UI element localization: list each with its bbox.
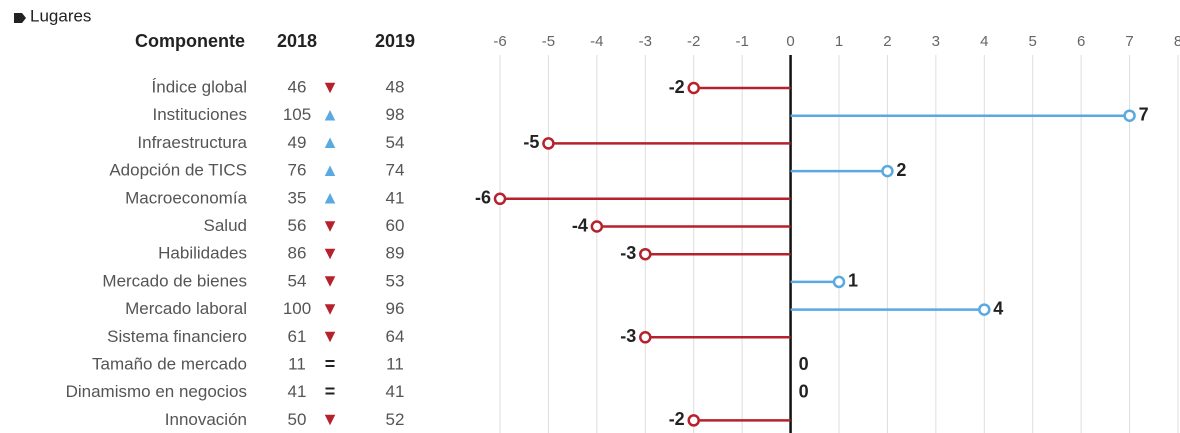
bullet-icon <box>14 13 26 23</box>
data-label: -5 <box>523 132 539 152</box>
value-2018: 105 <box>283 105 311 124</box>
value-2019: 64 <box>386 327 405 346</box>
x-tick-label: -4 <box>590 33 603 50</box>
value-2018: 35 <box>288 188 307 207</box>
x-tick-label: -2 <box>687 33 700 50</box>
value-2018: 56 <box>288 216 307 235</box>
value-2019: 41 <box>386 188 405 207</box>
row-label: Instituciones <box>153 105 248 124</box>
data-label: -4 <box>572 215 588 235</box>
column-header: 2019 <box>375 31 415 51</box>
value-2018: 50 <box>288 410 307 429</box>
row-label: Sistema financiero <box>107 327 247 346</box>
x-tick-label: 3 <box>932 33 940 50</box>
trend-symbol: ▼ <box>321 326 339 346</box>
row-label: Mercado laboral <box>125 299 247 318</box>
trend-symbol: ▲ <box>321 104 339 124</box>
row-label: Macroeconomía <box>125 188 247 207</box>
value-2019: 60 <box>386 216 405 235</box>
trend-symbol: ▼ <box>321 243 339 263</box>
data-label: 0 <box>799 354 809 374</box>
lollipop-dot <box>687 81 700 95</box>
lollipop-dot <box>1123 109 1136 122</box>
row-label: Dinamismo en negocios <box>66 382 247 401</box>
value-2018: 54 <box>288 271 307 290</box>
value-2018: 61 <box>288 327 307 346</box>
data-label: -6 <box>475 188 491 208</box>
x-tick-label: 7 <box>1125 33 1133 50</box>
row-label: Salud <box>204 216 247 235</box>
column-header: Componente <box>135 31 245 51</box>
trend-symbol: ▲ <box>321 132 339 152</box>
value-2018: 100 <box>283 299 311 318</box>
lollipop-dot <box>493 192 507 206</box>
lollipop-dot <box>832 275 846 289</box>
trend-symbol: ▼ <box>321 298 339 318</box>
trend-symbol: ▲ <box>321 160 339 180</box>
data-label: 4 <box>993 298 1003 318</box>
value-2018: 11 <box>288 354 306 373</box>
subtitle: Lugares <box>30 6 91 25</box>
row-label: Índice global <box>152 77 247 96</box>
row-label: Infraestructura <box>137 133 247 152</box>
trend-symbol: ▼ <box>321 77 339 97</box>
value-2018: 76 <box>288 161 307 180</box>
value-2019: 74 <box>386 161 405 180</box>
x-tick-label: 1 <box>835 33 843 50</box>
x-tick-label: 0 <box>786 33 794 50</box>
value-2019: 11 <box>386 354 404 373</box>
data-label: -2 <box>669 409 685 429</box>
data-label: -3 <box>620 326 636 346</box>
row-label: Mercado de bienes <box>102 271 247 290</box>
row-label: Tamaño de mercado <box>92 354 247 373</box>
x-tick-label: 2 <box>883 33 891 50</box>
row-label: Innovación <box>165 410 247 429</box>
value-2019: 41 <box>386 382 405 401</box>
lollipop-dot <box>881 164 894 178</box>
x-tick-label: -5 <box>542 33 555 50</box>
data-label: -2 <box>669 77 685 97</box>
data-label: 0 <box>799 381 809 401</box>
data-label: 1 <box>848 271 858 291</box>
value-2019: 98 <box>386 105 405 124</box>
value-2019: 52 <box>386 410 405 429</box>
value-2018: 46 <box>288 77 307 96</box>
value-2018: 41 <box>288 382 307 401</box>
lollipop-dot <box>639 247 652 261</box>
trend-symbol: ▼ <box>321 409 339 429</box>
value-2019: 96 <box>386 299 405 318</box>
value-2018: 86 <box>288 244 307 263</box>
row-label: Habilidades <box>158 244 247 263</box>
value-2019: 89 <box>386 244 405 263</box>
trend-symbol: ▼ <box>321 215 339 235</box>
value-2019: 53 <box>386 271 405 290</box>
lollipop-dot <box>687 414 700 427</box>
data-label: 7 <box>1139 104 1149 124</box>
value-2019: 48 <box>386 77 405 96</box>
lollipop-dot <box>978 303 991 316</box>
lollipop-dot <box>639 331 652 344</box>
trend-symbol: ▼ <box>321 271 339 291</box>
x-tick-label: -3 <box>639 33 652 50</box>
x-tick-label: 4 <box>980 33 988 50</box>
data-label: -3 <box>620 243 636 263</box>
x-tick-label: 8 <box>1174 33 1180 50</box>
trend-symbol: = <box>325 354 336 374</box>
x-tick-label: -6 <box>493 33 506 50</box>
value-2018: 49 <box>288 133 307 152</box>
trend-symbol: = <box>325 381 336 401</box>
trend-symbol: ▲ <box>321 188 339 208</box>
x-tick-label: -1 <box>735 33 748 50</box>
column-header: 2018 <box>277 31 317 51</box>
data-label: 2 <box>896 160 906 180</box>
x-tick-label: 6 <box>1077 33 1085 50</box>
lollipop-dot <box>590 220 604 233</box>
lollipop-dot <box>542 137 555 150</box>
row-label: Adopción de TICS <box>109 161 247 180</box>
x-tick-label: 5 <box>1029 33 1037 50</box>
value-2019: 54 <box>386 133 405 152</box>
